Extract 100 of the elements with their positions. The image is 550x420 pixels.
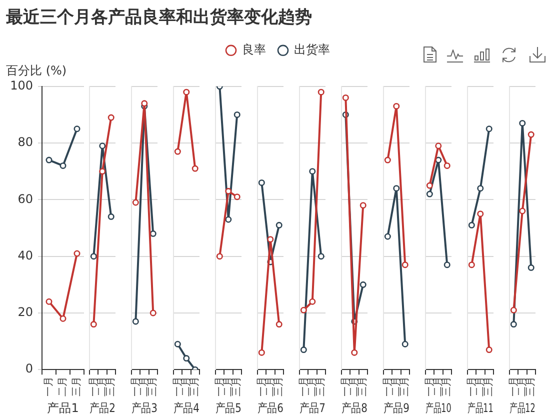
legend-label: 出货率 [294,42,330,57]
legend-label: 良率 [242,42,266,57]
x-tick-label: 三月 [274,376,285,397]
point [108,114,114,121]
x-tick-label: 二月 [58,376,69,397]
x-tick-label: 三月 [358,376,369,397]
x-tick-label: 一月 [466,376,478,397]
x-tick-label: 三月 [232,376,243,397]
point [183,88,190,96]
point [477,185,484,192]
x-tick-label: 二月 [96,376,108,397]
point [99,168,106,175]
point [234,194,240,200]
y-tick-label: 100 [10,78,33,93]
x-tick-label: 一月 [424,376,436,397]
x-tick-label: 一月 [340,376,352,397]
x-axis-title: 产品3 [131,401,158,416]
point [183,355,190,362]
point [150,230,156,237]
x-axis-title: 产品6 [257,401,284,416]
x-axis-title: 产品9 [383,401,410,416]
point [426,182,433,189]
point [384,156,391,164]
x-tick-label: 二月 [390,376,402,397]
y-tick-label: 60 [18,192,33,206]
point [444,262,450,268]
point [46,156,52,164]
point [174,340,181,348]
point [510,321,517,328]
x-tick-label: 一月 [88,376,100,397]
point [74,126,80,132]
point [360,202,366,209]
point [276,222,282,228]
point [99,142,106,150]
point [300,346,307,354]
x-tick-label: 一月 [382,376,394,397]
x-axis-title: 产品1 [47,400,79,415]
y-tick-label: 80 [18,135,33,150]
point [393,102,400,110]
point [519,120,526,126]
point [225,216,232,223]
x-tick-label: 三月 [106,376,117,397]
y-axis-title: 百分比 (%) [6,64,67,78]
x-axis-title: 产品2 [89,401,116,416]
x-axis-title: 产品10 [425,401,452,416]
point [402,340,408,348]
x-tick-label: 二月 [306,376,318,397]
point [309,298,316,305]
point [486,346,492,354]
point [318,253,324,260]
point [486,126,492,132]
point [225,188,232,194]
point [258,179,265,186]
point [216,253,223,260]
x-tick-label: 二月 [516,376,528,397]
text: 最近三个月各产品良率和出货率变化趋势 [5,8,312,28]
x-tick-label: 一月 [256,376,268,397]
x-tick-label: 一月 [172,376,184,397]
x-tick-label: 三月 [526,376,537,397]
x-tick-label: 三月 [484,376,495,397]
point [468,222,475,228]
x-tick-label: 二月 [474,376,486,397]
point [141,100,148,107]
point [174,148,181,155]
point [402,262,408,268]
point [435,142,442,150]
x-tick-label: 三月 [316,376,327,397]
point [132,199,139,206]
x-axis-title: 产品8 [341,401,368,416]
point [477,210,484,218]
point [234,111,240,118]
point [318,88,324,96]
point [150,310,156,316]
y-tick-label: 40 [18,248,33,262]
point [108,213,114,220]
point [519,208,526,214]
point [384,233,391,240]
x-tick-label: 一月 [508,376,520,397]
point [60,315,66,322]
x-axis-title: 产品5 [215,401,242,416]
y-tick-label: 0 [25,362,33,376]
x-tick-label: 一月 [298,376,310,397]
point [342,94,349,101]
x-tick-label: 二月 [180,376,192,397]
y-tick-label: 20 [18,305,33,320]
x-axis-title: 产品4 [173,401,200,416]
point [444,162,450,169]
x-axis-title: 产品12 [509,401,536,416]
point [426,190,433,198]
x-tick-label: 三月 [442,376,453,397]
point [528,264,534,271]
x-tick-label: 二月 [432,376,444,397]
point [309,168,316,175]
point [90,253,97,260]
point [528,131,534,138]
x-axis-title: 产品7 [299,401,326,416]
x-tick-label: 二月 [264,376,276,397]
x-tick-label: 三月 [190,376,201,397]
x-tick-label: 一月 [130,376,142,397]
x-tick-label: 三月 [148,376,159,397]
